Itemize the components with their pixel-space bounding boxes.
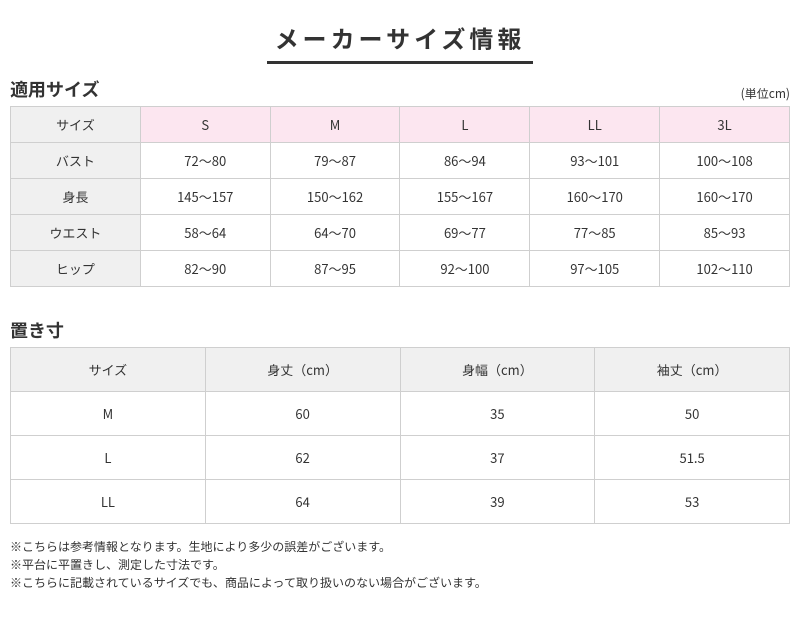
row-label: バスト [11, 143, 141, 179]
table-row: M 60 35 50 [11, 392, 790, 436]
table-header-row: サイズ S M L LL 3L [11, 107, 790, 143]
table-row: LL 64 39 53 [11, 480, 790, 524]
cell: 77～85 [530, 215, 660, 251]
cell: 72～80 [140, 143, 270, 179]
cell: 39 [400, 480, 595, 524]
cell: 35 [400, 392, 595, 436]
cell: 51.5 [595, 436, 790, 480]
col-header: L [400, 107, 530, 143]
size-table: サイズ S M L LL 3L バスト 72～80 79～87 86～94 93… [10, 106, 790, 287]
table-header-row: サイズ 身丈（cm） 身幅（cm） 袖丈（cm） [11, 348, 790, 392]
section1-title: 適用サイズ [10, 76, 99, 102]
row-label: ウエスト [11, 215, 141, 251]
cell: 97～105 [530, 251, 660, 287]
header-label: サイズ [11, 107, 141, 143]
measurement-table: サイズ 身丈（cm） 身幅（cm） 袖丈（cm） M 60 35 50 L 62… [10, 347, 790, 524]
note-line: ※平台に平置きし、測定した寸法です。 [10, 556, 790, 574]
cell: 50 [595, 392, 790, 436]
notes: ※こちらは参考情報となります。生地により多少の誤差がございます。 ※平台に平置き… [10, 538, 790, 592]
cell: 60 [205, 392, 400, 436]
cell: 150～162 [270, 179, 400, 215]
cell: 82～90 [140, 251, 270, 287]
note-line: ※こちらは参考情報となります。生地により多少の誤差がございます。 [10, 538, 790, 556]
cell: 53 [595, 480, 790, 524]
cell: 62 [205, 436, 400, 480]
cell: 145～157 [140, 179, 270, 215]
cell: 69～77 [400, 215, 530, 251]
header-label: サイズ [11, 348, 206, 392]
col-header: 身幅（cm） [400, 348, 595, 392]
page-title: メーカーサイズ情報 [267, 20, 534, 64]
cell: 87～95 [270, 251, 400, 287]
col-header: 身丈（cm） [205, 348, 400, 392]
cell: 79～87 [270, 143, 400, 179]
col-header: 袖丈（cm） [595, 348, 790, 392]
table-row: ウエスト 58～64 64～70 69～77 77～85 85～93 [11, 215, 790, 251]
cell: 37 [400, 436, 595, 480]
cell: 155～167 [400, 179, 530, 215]
cell: 160～170 [530, 179, 660, 215]
section2-title: 置き寸 [10, 317, 64, 343]
col-header: 3L [660, 107, 790, 143]
note-line: ※こちらに記載されているサイズでも、商品によって取り扱いのない場合がございます。 [10, 574, 790, 592]
row-label: M [11, 392, 206, 436]
cell: 93～101 [530, 143, 660, 179]
cell: 100～108 [660, 143, 790, 179]
table-row: ヒップ 82～90 87～95 92～100 97～105 102～110 [11, 251, 790, 287]
row-label: LL [11, 480, 206, 524]
row-label: L [11, 436, 206, 480]
row-label: ヒップ [11, 251, 141, 287]
cell: 85～93 [660, 215, 790, 251]
col-header: LL [530, 107, 660, 143]
col-header: M [270, 107, 400, 143]
table-row: バスト 72～80 79～87 86～94 93～101 100～108 [11, 143, 790, 179]
cell: 160～170 [660, 179, 790, 215]
cell: 92～100 [400, 251, 530, 287]
cell: 64～70 [270, 215, 400, 251]
section1-unit: (単位cm) [741, 85, 790, 102]
table-row: 身長 145～157 150～162 155～167 160～170 160～1… [11, 179, 790, 215]
row-label: 身長 [11, 179, 141, 215]
col-header: S [140, 107, 270, 143]
cell: 102～110 [660, 251, 790, 287]
table-row: L 62 37 51.5 [11, 436, 790, 480]
cell: 58～64 [140, 215, 270, 251]
cell: 86～94 [400, 143, 530, 179]
cell: 64 [205, 480, 400, 524]
